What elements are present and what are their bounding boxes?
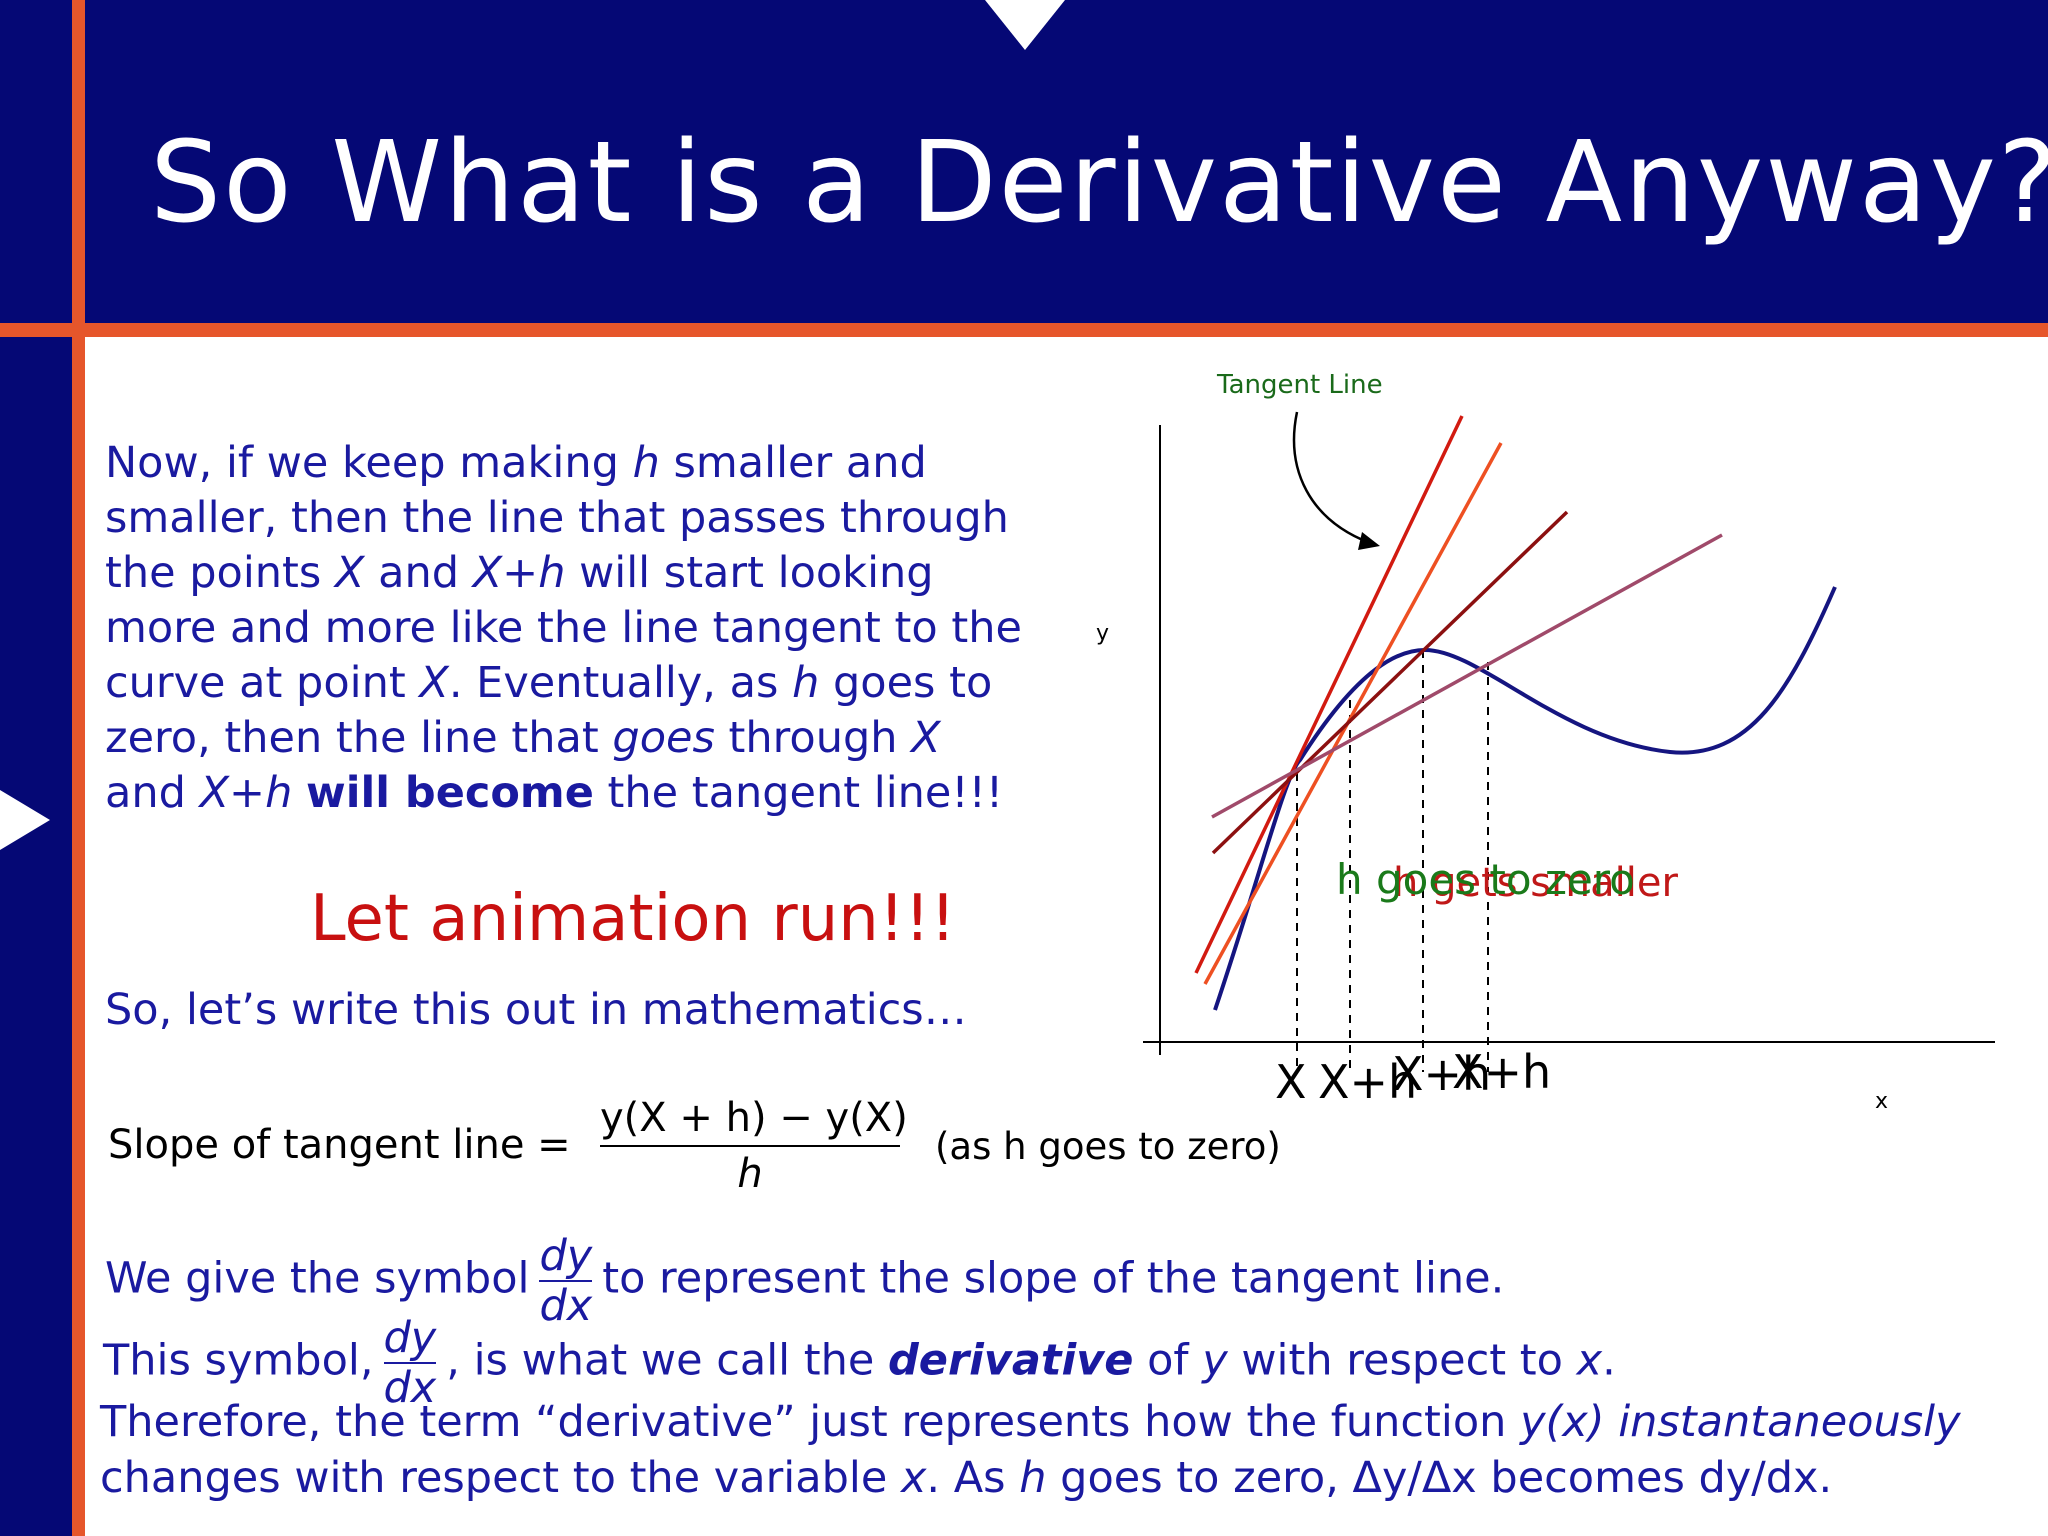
point-label-xh-2: X+h	[1392, 1047, 1491, 1101]
tangent-line	[1194, 415, 1464, 974]
slope-numerator: y(X + h) − y(X)	[600, 1095, 908, 1147]
slope-label: Slope of tangent line =	[108, 1122, 571, 1168]
slide-title: So What is a Derivative Anyway?	[150, 118, 2048, 248]
point-label-xh-3: X+h	[1452, 1045, 1551, 1099]
dy-dx-symbol: dy dx	[539, 1231, 593, 1331]
tangent-line-label: Tangent Line	[1216, 370, 1383, 400]
dy-dx-symbol-2: dy dx	[383, 1313, 437, 1413]
h-goes-to-zero-label: h goes to zero	[1336, 855, 1635, 904]
dashed-guides	[1296, 650, 1489, 1072]
slope-denominator: h	[737, 1151, 763, 1197]
left-triangle-marker	[0, 790, 50, 850]
secant-line-medium-h	[1211, 510, 1569, 855]
point-label-xh-1: X+h	[1318, 1055, 1417, 1109]
mathematics-intro: So, let’s write this out in mathematics…	[105, 985, 967, 1035]
secant-line-small-h	[1203, 442, 1503, 985]
h-gets-smaller-label: h gets smaller	[1393, 860, 1678, 906]
secant-line-large-h	[1211, 533, 1723, 819]
explanation-paragraph: Now, if we keep making h smaller and sma…	[105, 438, 1022, 818]
symbol-sentence: We give the symbol dy dx to represent the s…	[105, 1231, 1505, 1331]
tangent-arrowhead	[1358, 532, 1380, 550]
slope-formula: y(X + h) − y(X) h	[600, 1095, 908, 1197]
orange-horizontal-rule	[0, 323, 2048, 337]
slope-note: (as h goes to zero)	[935, 1125, 1281, 1168]
y-axis-label: y	[1096, 621, 1109, 646]
left-side-band	[0, 323, 72, 1536]
top-triangle-marker	[985, 0, 1065, 50]
function-curve	[1213, 586, 1837, 1011]
secant-tangent-diagram: y x Tangent Line h gets smaller h goes t…	[1096, 370, 1995, 1114]
animation-note: Let animation run!!!	[310, 882, 956, 956]
title-banner	[0, 0, 2048, 323]
orange-vertical-rule	[72, 0, 85, 1536]
point-label-x: X	[1275, 1055, 1307, 1109]
derivative-sentence: This symbol, dy dx, is what we call the de…	[103, 1313, 1616, 1413]
tangent-arrow	[1292, 411, 1371, 545]
x-axis-label: x	[1875, 1089, 1888, 1114]
conclusion-paragraph: Therefore, the term “derivative” just re…	[100, 1397, 1961, 1503]
